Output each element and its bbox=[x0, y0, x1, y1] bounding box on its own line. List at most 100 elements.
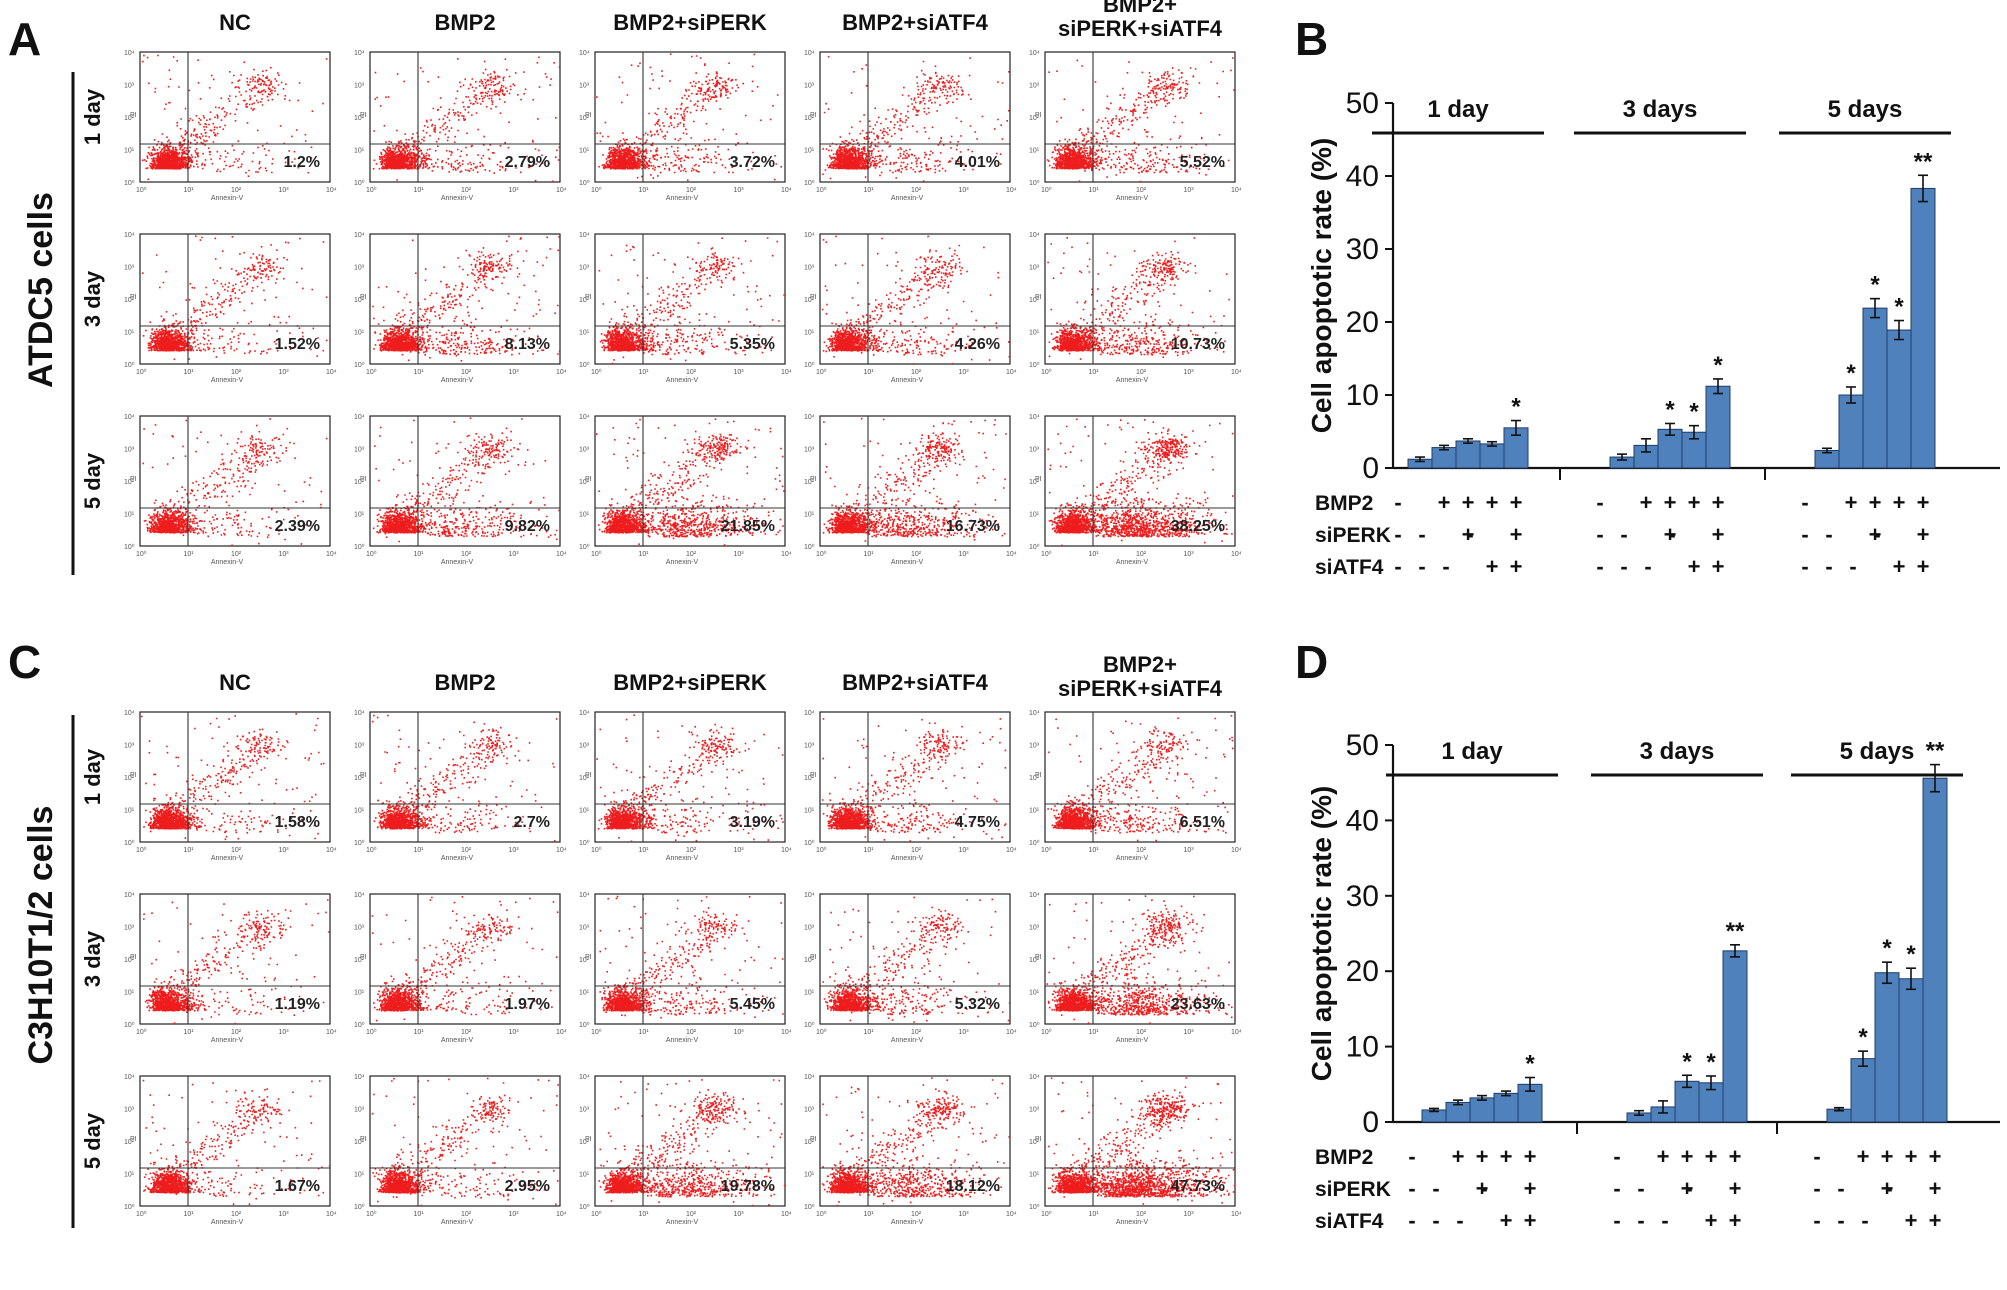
group-label: 3 days bbox=[1623, 96, 1698, 123]
y-axis-label: PI bbox=[810, 1136, 817, 1143]
treatment-sign: - bbox=[1394, 522, 1401, 547]
treatment-sign: - bbox=[1813, 1208, 1820, 1233]
x-tick-label: 10³ bbox=[1184, 369, 1195, 376]
quadrant-percentage: 2.39% bbox=[275, 518, 320, 535]
y-tick-label: 10² bbox=[1029, 297, 1040, 304]
celltype-label-c: C3H10T1/2 cells bbox=[22, 806, 60, 1065]
y-tick-label: 10⁴ bbox=[124, 414, 135, 421]
treatment-sign: + bbox=[1500, 1208, 1513, 1233]
x-tick-label: 10¹ bbox=[1089, 1211, 1100, 1218]
dot-cloud bbox=[1047, 1077, 1235, 1205]
y-tick-label: 10⁰ bbox=[354, 839, 365, 847]
x-axis-label: Annexin-V bbox=[666, 1219, 699, 1226]
x-tick-label: 10⁴ bbox=[1231, 1211, 1242, 1218]
treatment-sign: - bbox=[1801, 490, 1808, 515]
y-axis-label: PI bbox=[1035, 294, 1042, 301]
y-tick-label: 10¹ bbox=[804, 512, 815, 519]
x-tick-label: 10² bbox=[686, 187, 697, 194]
x-axis-label: Annexin-V bbox=[441, 559, 474, 566]
bar bbox=[1722, 950, 1748, 1123]
x-tick-label: 10⁴ bbox=[781, 187, 792, 194]
x-tick-label: 10⁴ bbox=[556, 369, 567, 376]
x-tick-label: 10³ bbox=[959, 187, 970, 194]
y-tick-label: 10² bbox=[804, 115, 815, 122]
y-tick-label: 10³ bbox=[124, 447, 135, 454]
y-tick-label: 10³ bbox=[804, 1107, 815, 1114]
x-tick-label: 10⁴ bbox=[781, 1211, 792, 1218]
x-tick-label: 10¹ bbox=[864, 847, 875, 854]
y-tick-label: 10⁴ bbox=[354, 50, 365, 57]
bar bbox=[1469, 1097, 1495, 1123]
treatment-sign: - bbox=[1432, 1208, 1439, 1233]
x-tick-label: 10⁰ bbox=[136, 186, 147, 194]
x-tick-label: 10¹ bbox=[184, 1029, 195, 1036]
condition-title: BMP2+siPERK bbox=[613, 670, 767, 695]
dot-path bbox=[1046, 895, 1233, 1024]
bar bbox=[1910, 187, 1936, 469]
y-tick-label: 10⁰ bbox=[354, 1203, 365, 1211]
y-axis-label: PI bbox=[1035, 772, 1042, 779]
treatment-sign: + bbox=[1905, 1208, 1918, 1233]
dot-cloud bbox=[372, 417, 560, 543]
dot-path bbox=[1047, 237, 1230, 360]
x-tick-label: 10² bbox=[231, 847, 242, 854]
significance-marker: * bbox=[1665, 396, 1675, 423]
x-axis-label: Annexin-V bbox=[1116, 559, 1149, 566]
condition-title: BMP2+ bbox=[1103, 652, 1177, 677]
x-tick-label: 10¹ bbox=[414, 1029, 425, 1036]
y-tick-label: 10¹ bbox=[579, 990, 590, 997]
y-tick-label: 10⁴ bbox=[124, 710, 135, 717]
x-tick-label: 10¹ bbox=[1089, 369, 1100, 376]
y-tick-label: 0 bbox=[1362, 1106, 1379, 1139]
x-tick-label: 10⁰ bbox=[366, 186, 377, 194]
dot-cloud bbox=[142, 418, 328, 546]
x-axis-label: Annexin-V bbox=[211, 1037, 244, 1044]
y-tick-label: 10⁰ bbox=[579, 839, 590, 847]
bar bbox=[1898, 978, 1924, 1123]
y-axis-label: PI bbox=[360, 772, 367, 779]
treatment-sign: - bbox=[1825, 522, 1832, 547]
dot-cloud bbox=[598, 237, 785, 364]
treatment-sign: + bbox=[1705, 1208, 1718, 1233]
quadrant-percentage: 5.35% bbox=[730, 336, 775, 353]
significance-marker: * bbox=[1906, 941, 1916, 968]
y-tick-label: 10¹ bbox=[124, 1172, 135, 1179]
y-tick-label: 10⁴ bbox=[579, 710, 590, 717]
x-tick-label: 10² bbox=[1136, 369, 1147, 376]
treatment-sign: - bbox=[1620, 554, 1627, 579]
quadrant-percentage: 5.52% bbox=[1180, 154, 1225, 171]
x-tick-label: 10² bbox=[686, 369, 697, 376]
y-tick-label: 10⁰ bbox=[1029, 361, 1040, 369]
x-tick-label: 10⁰ bbox=[366, 550, 377, 558]
treatment-label: siPERK bbox=[1315, 524, 1391, 547]
y-tick-label: 10³ bbox=[124, 925, 135, 932]
y-tick-label: 10² bbox=[354, 479, 365, 486]
significance-marker: * bbox=[1511, 394, 1521, 421]
y-tick-label: 10² bbox=[579, 115, 590, 122]
quadrant-percentage: 3.19% bbox=[730, 814, 775, 831]
dot-cloud bbox=[1047, 715, 1234, 842]
x-tick-label: 10⁰ bbox=[816, 186, 827, 194]
y-tick-label: 10⁴ bbox=[354, 892, 365, 899]
panel-letter-b: B bbox=[1295, 13, 1328, 65]
treatment-sign: - bbox=[1613, 1144, 1620, 1169]
dot-cloud bbox=[141, 713, 325, 841]
condition-title: NC bbox=[219, 10, 251, 35]
dot-cloud bbox=[1047, 237, 1230, 360]
y-tick-label: 10⁰ bbox=[1029, 179, 1040, 187]
x-tick-label: 10³ bbox=[279, 847, 290, 854]
y-tick-label: 10¹ bbox=[1029, 808, 1040, 815]
x-tick-label: 10⁰ bbox=[136, 550, 147, 558]
x-axis-label: Annexin-V bbox=[211, 559, 244, 566]
dot-path bbox=[821, 1077, 1010, 1206]
x-tick-label: 10⁴ bbox=[1006, 847, 1017, 854]
x-tick-label: 10³ bbox=[734, 1029, 745, 1036]
flow-panel-c: NC BMP2 BMP2+siPERK BMP2+siATF4 BMP2+siPERK+… bbox=[80, 652, 1242, 1226]
